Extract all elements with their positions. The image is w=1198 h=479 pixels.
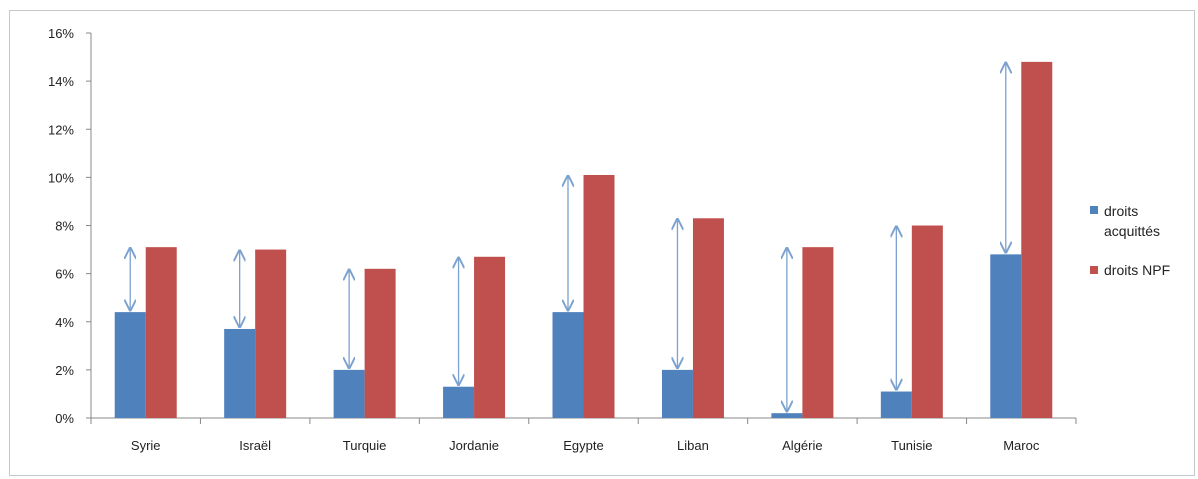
- bar-droits-npf: [802, 247, 834, 418]
- y-axis: 0% 2% 4% 6% 8% 10% 12% 14% 16%: [48, 26, 92, 426]
- bar-droits-npf: [1021, 61, 1053, 418]
- bar-droits-acquittes: [880, 391, 912, 418]
- legend-swatch-droits-npf: [1090, 266, 1098, 274]
- bar-droits-npf: [364, 268, 396, 418]
- x-tick-label: Egypte: [563, 438, 603, 453]
- bar-droits-acquittes: [224, 328, 256, 418]
- x-tick-label: Liban: [677, 438, 709, 453]
- difference-arrows: [130, 63, 1006, 411]
- y-tick-label: 8%: [55, 219, 74, 234]
- bar-droits-npf: [692, 218, 724, 418]
- bars: [114, 61, 1053, 418]
- x-tick-label: Syrie: [131, 438, 161, 453]
- bar-droits-acquittes: [114, 312, 146, 418]
- y-tick-label: 0%: [55, 411, 74, 426]
- legend-label-droits-npf: droits NPF: [1104, 262, 1170, 278]
- y-tick-label: 12%: [48, 122, 74, 137]
- x-tick-label: Tunisie: [891, 438, 932, 453]
- x-tick-label: Maroc: [1003, 438, 1040, 453]
- bar-droits-acquittes: [990, 254, 1022, 418]
- x-tick-label: Algérie: [782, 438, 822, 453]
- x-tick-label: Israël: [239, 438, 271, 453]
- legend: droits acquittés droits NPF: [1090, 203, 1170, 278]
- bar-droits-npf: [911, 225, 943, 418]
- y-tick-label: 6%: [55, 267, 74, 282]
- y-tick-label: 16%: [48, 26, 74, 41]
- bar-droits-acquittes: [443, 386, 475, 418]
- y-tick-label: 14%: [48, 74, 74, 89]
- y-tick-label: 2%: [55, 363, 74, 378]
- x-tick-label: Jordanie: [449, 438, 499, 453]
- bar-droits-acquittes: [552, 312, 584, 418]
- y-tick-label: 4%: [55, 315, 74, 330]
- x-axis: Syrie Israël Turquie Jordanie Egypte Liban Alg…: [90, 417, 1077, 453]
- bar-droits-acquittes: [333, 369, 365, 418]
- bar-droits-acquittes: [771, 413, 803, 418]
- bar-droits-npf: [583, 174, 615, 418]
- bar-droits-npf: [255, 249, 287, 418]
- bar-droits-npf: [474, 256, 506, 418]
- bar-droits-acquittes: [661, 369, 693, 418]
- bar-droits-npf: [145, 247, 177, 418]
- y-tick-label: 10%: [48, 170, 74, 185]
- legend-swatch-droits-acquittes: [1090, 206, 1098, 214]
- legend-label-droits-acquittes: droits acquittés: [1104, 203, 1160, 239]
- x-tick-label: Turquie: [343, 438, 387, 453]
